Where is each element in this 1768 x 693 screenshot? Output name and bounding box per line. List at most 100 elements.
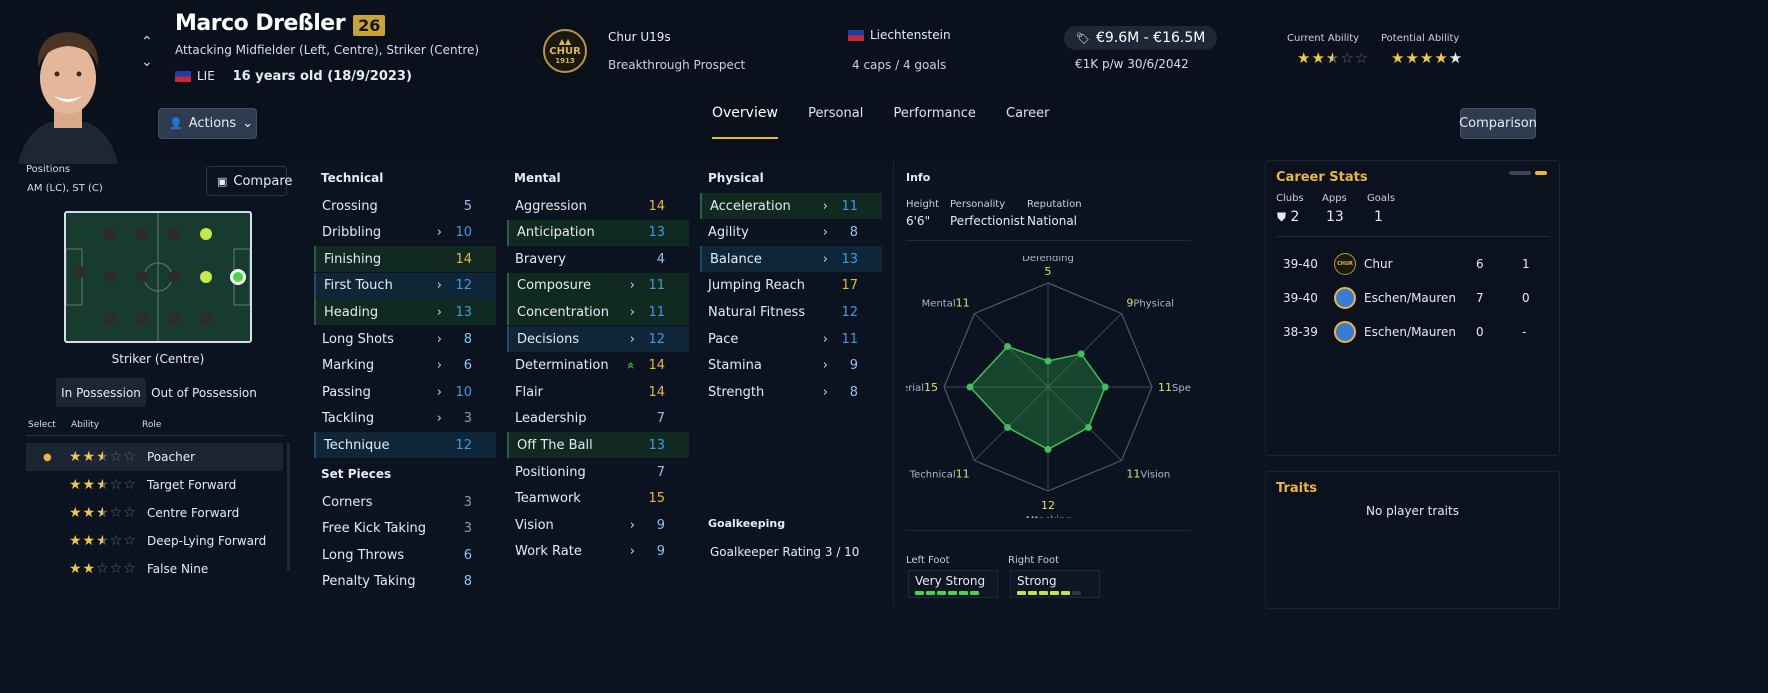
right-foot-value: Strong <box>1017 574 1057 588</box>
career-row[interactable]: 39-40 Eschen/Mauren 7 0 <box>1276 285 1550 311</box>
role-row-deep-lying-forward[interactable]: ★★★☆☆ Deep-Lying Forward <box>26 527 283 555</box>
attribute-name: Long Shots <box>322 331 394 347</box>
attribute-row[interactable]: Passing › 10 <box>314 379 496 405</box>
attribute-row[interactable]: Free Kick Taking 3 <box>314 516 496 542</box>
attribute-name: Decisions <box>517 331 580 347</box>
attribute-row[interactable]: Vision › 9 <box>507 512 689 538</box>
attribute-row[interactable]: Finishing 14 <box>314 246 496 273</box>
attribute-row[interactable]: Leadership 7 <box>507 406 689 432</box>
position-dot[interactable] <box>104 228 116 240</box>
position-dot-am-centre[interactable] <box>200 271 212 283</box>
attribute-row[interactable]: Long Shots › 8 <box>314 326 496 352</box>
position-dot[interactable] <box>168 271 180 283</box>
attribute-row[interactable]: Dribbling › 10 <box>314 220 496 246</box>
page-indicator-active[interactable] <box>1535 171 1547 175</box>
attribute-row[interactable]: Jumping Reach 17 <box>700 273 882 299</box>
tab-in-possession[interactable]: In Possession <box>56 378 146 407</box>
chevron-up-icon[interactable]: ⌃ <box>141 34 153 50</box>
attribute-row[interactable]: Teamwork 15 <box>507 486 689 512</box>
attribute-value: 10 <box>455 225 472 241</box>
position-dot[interactable] <box>200 313 212 325</box>
position-dot[interactable] <box>168 313 180 325</box>
attribute-row[interactable]: Marking › 6 <box>314 353 496 379</box>
radar-axis <box>974 386 1049 461</box>
height-value: 6'6" <box>906 214 931 228</box>
role-row-centre-forward[interactable]: ★★★☆☆ Centre Forward <box>26 499 283 527</box>
position-dot-st-centre[interactable] <box>230 269 246 285</box>
attribute-row[interactable]: Heading › 13 <box>314 299 496 326</box>
roles-header-ability: Ability <box>71 420 100 430</box>
attribute-row[interactable]: Off The Ball 13 <box>507 432 689 459</box>
attribute-row[interactable]: Flair 14 <box>507 379 689 405</box>
chevron-right-icon: › <box>822 251 828 267</box>
career-row[interactable]: 39-40 CHUR Chur 6 1 <box>1276 251 1550 277</box>
chevron-down-icon[interactable]: ⌄ <box>141 54 153 70</box>
clubs-count: ⛊ 2 <box>1277 209 1300 225</box>
attribute-row[interactable]: Positioning 7 <box>507 459 689 485</box>
club-name[interactable]: Chur U19s <box>608 30 671 44</box>
attribute-row[interactable]: Crossing 5 <box>314 193 496 219</box>
attribute-row[interactable]: Composure › 11 <box>507 272 689 299</box>
clubs-label: Clubs <box>1276 193 1304 204</box>
attribute-row[interactable]: Decisions › 12 <box>507 326 689 352</box>
attribute-row[interactable]: Determination » 14 <box>507 353 689 379</box>
position-dot[interactable] <box>104 313 116 325</box>
attribute-value: 11 <box>648 278 665 294</box>
foot-level-segment <box>1050 591 1059 595</box>
position-dot[interactable] <box>104 271 116 283</box>
attribute-row[interactable]: Work Rate › 9 <box>507 539 689 565</box>
role-row-target-forward[interactable]: ★★★☆☆ Target Forward <box>26 471 283 499</box>
attribute-row[interactable]: Pace › 11 <box>700 326 882 352</box>
tab-overview[interactable]: Overview <box>712 105 778 139</box>
position-dot[interactable] <box>136 271 148 283</box>
position-dot-am-left[interactable] <box>200 228 212 240</box>
compare-button[interactable]: ▣ Compare <box>206 166 292 196</box>
attribute-row[interactable]: First Touch › 12 <box>314 272 496 299</box>
attribute-row[interactable]: Stamina › 9 <box>700 353 882 379</box>
attribute-row[interactable]: Long Throws 6 <box>314 542 496 568</box>
attribute-row[interactable]: Concentration › 11 <box>507 299 689 326</box>
attribute-value: 3 <box>463 411 472 427</box>
role-name: False Nine <box>147 562 209 576</box>
mental-attributes: Aggression 14 Anticipation 13 Bravery 4 Compos… <box>507 193 689 565</box>
roles-scrollbar[interactable] <box>287 443 290 571</box>
transfer-value[interactable]: 🏷 €9.6M - €16.5M <box>1064 26 1218 50</box>
tab-out-of-possession[interactable]: Out of Possession <box>151 385 257 400</box>
tab-career[interactable]: Career <box>1006 106 1050 121</box>
player-nationality-row: LIE 16 years old (18/9/2023) <box>175 69 412 84</box>
career-row[interactable]: 38-39 Eschen/Mauren 0 - <box>1276 319 1550 345</box>
actions-button[interactable]: 👤 Actions ⌄ <box>158 108 257 139</box>
attribute-row[interactable]: Bravery 4 <box>507 246 689 272</box>
tab-personal[interactable]: Personal <box>808 106 864 121</box>
attribute-row[interactable]: Anticipation 13 <box>507 219 689 246</box>
position-dot[interactable] <box>74 266 86 278</box>
attribute-row[interactable]: Strength › 8 <box>700 379 882 405</box>
attribute-row[interactable]: Balance › 13 <box>700 246 882 273</box>
role-row-false-nine[interactable]: ★★☆☆☆ False Nine <box>26 555 283 583</box>
page-indicator[interactable] <box>1509 171 1531 175</box>
nation-row[interactable]: Liechtenstein <box>848 28 951 42</box>
attribute-row[interactable]: Corners 3 <box>314 489 496 515</box>
attribute-row[interactable]: Acceleration › 11 <box>700 193 882 219</box>
role-row-poacher[interactable]: ● ★★★☆☆ Poacher <box>26 443 283 471</box>
comparison-button[interactable]: Comparison <box>1459 108 1537 139</box>
attribute-name: Composure <box>517 278 591 294</box>
attribute-value: 4 <box>656 251 665 267</box>
attribute-row[interactable]: Tackling › 3 <box>314 406 496 432</box>
attribute-row[interactable]: Technique 12 <box>314 432 496 459</box>
position-pitch[interactable] <box>64 211 252 343</box>
set-pieces-title: Set Pieces <box>321 467 392 481</box>
attribute-row[interactable]: Penalty Taking 8 <box>314 569 496 595</box>
radar-point <box>966 383 974 391</box>
info-title: Info <box>906 171 931 184</box>
positions-label: Positions <box>26 164 71 175</box>
attribute-row[interactable]: Natural Fitness 12 <box>700 299 882 325</box>
tab-performance[interactable]: Performance <box>893 106 976 121</box>
position-dot[interactable] <box>136 228 148 240</box>
attribute-row[interactable]: Aggression 14 <box>507 193 689 219</box>
set-piece-attributes: Corners 3 Free Kick Taking 3 Long Throws 6 Pen… <box>314 489 496 595</box>
position-dot[interactable] <box>136 313 148 325</box>
club-crest-icon[interactable]: ▲▲ CHUR 1913 <box>543 29 587 73</box>
attribute-row[interactable]: Agility › 8 <box>700 220 882 246</box>
position-dot[interactable] <box>168 228 180 240</box>
